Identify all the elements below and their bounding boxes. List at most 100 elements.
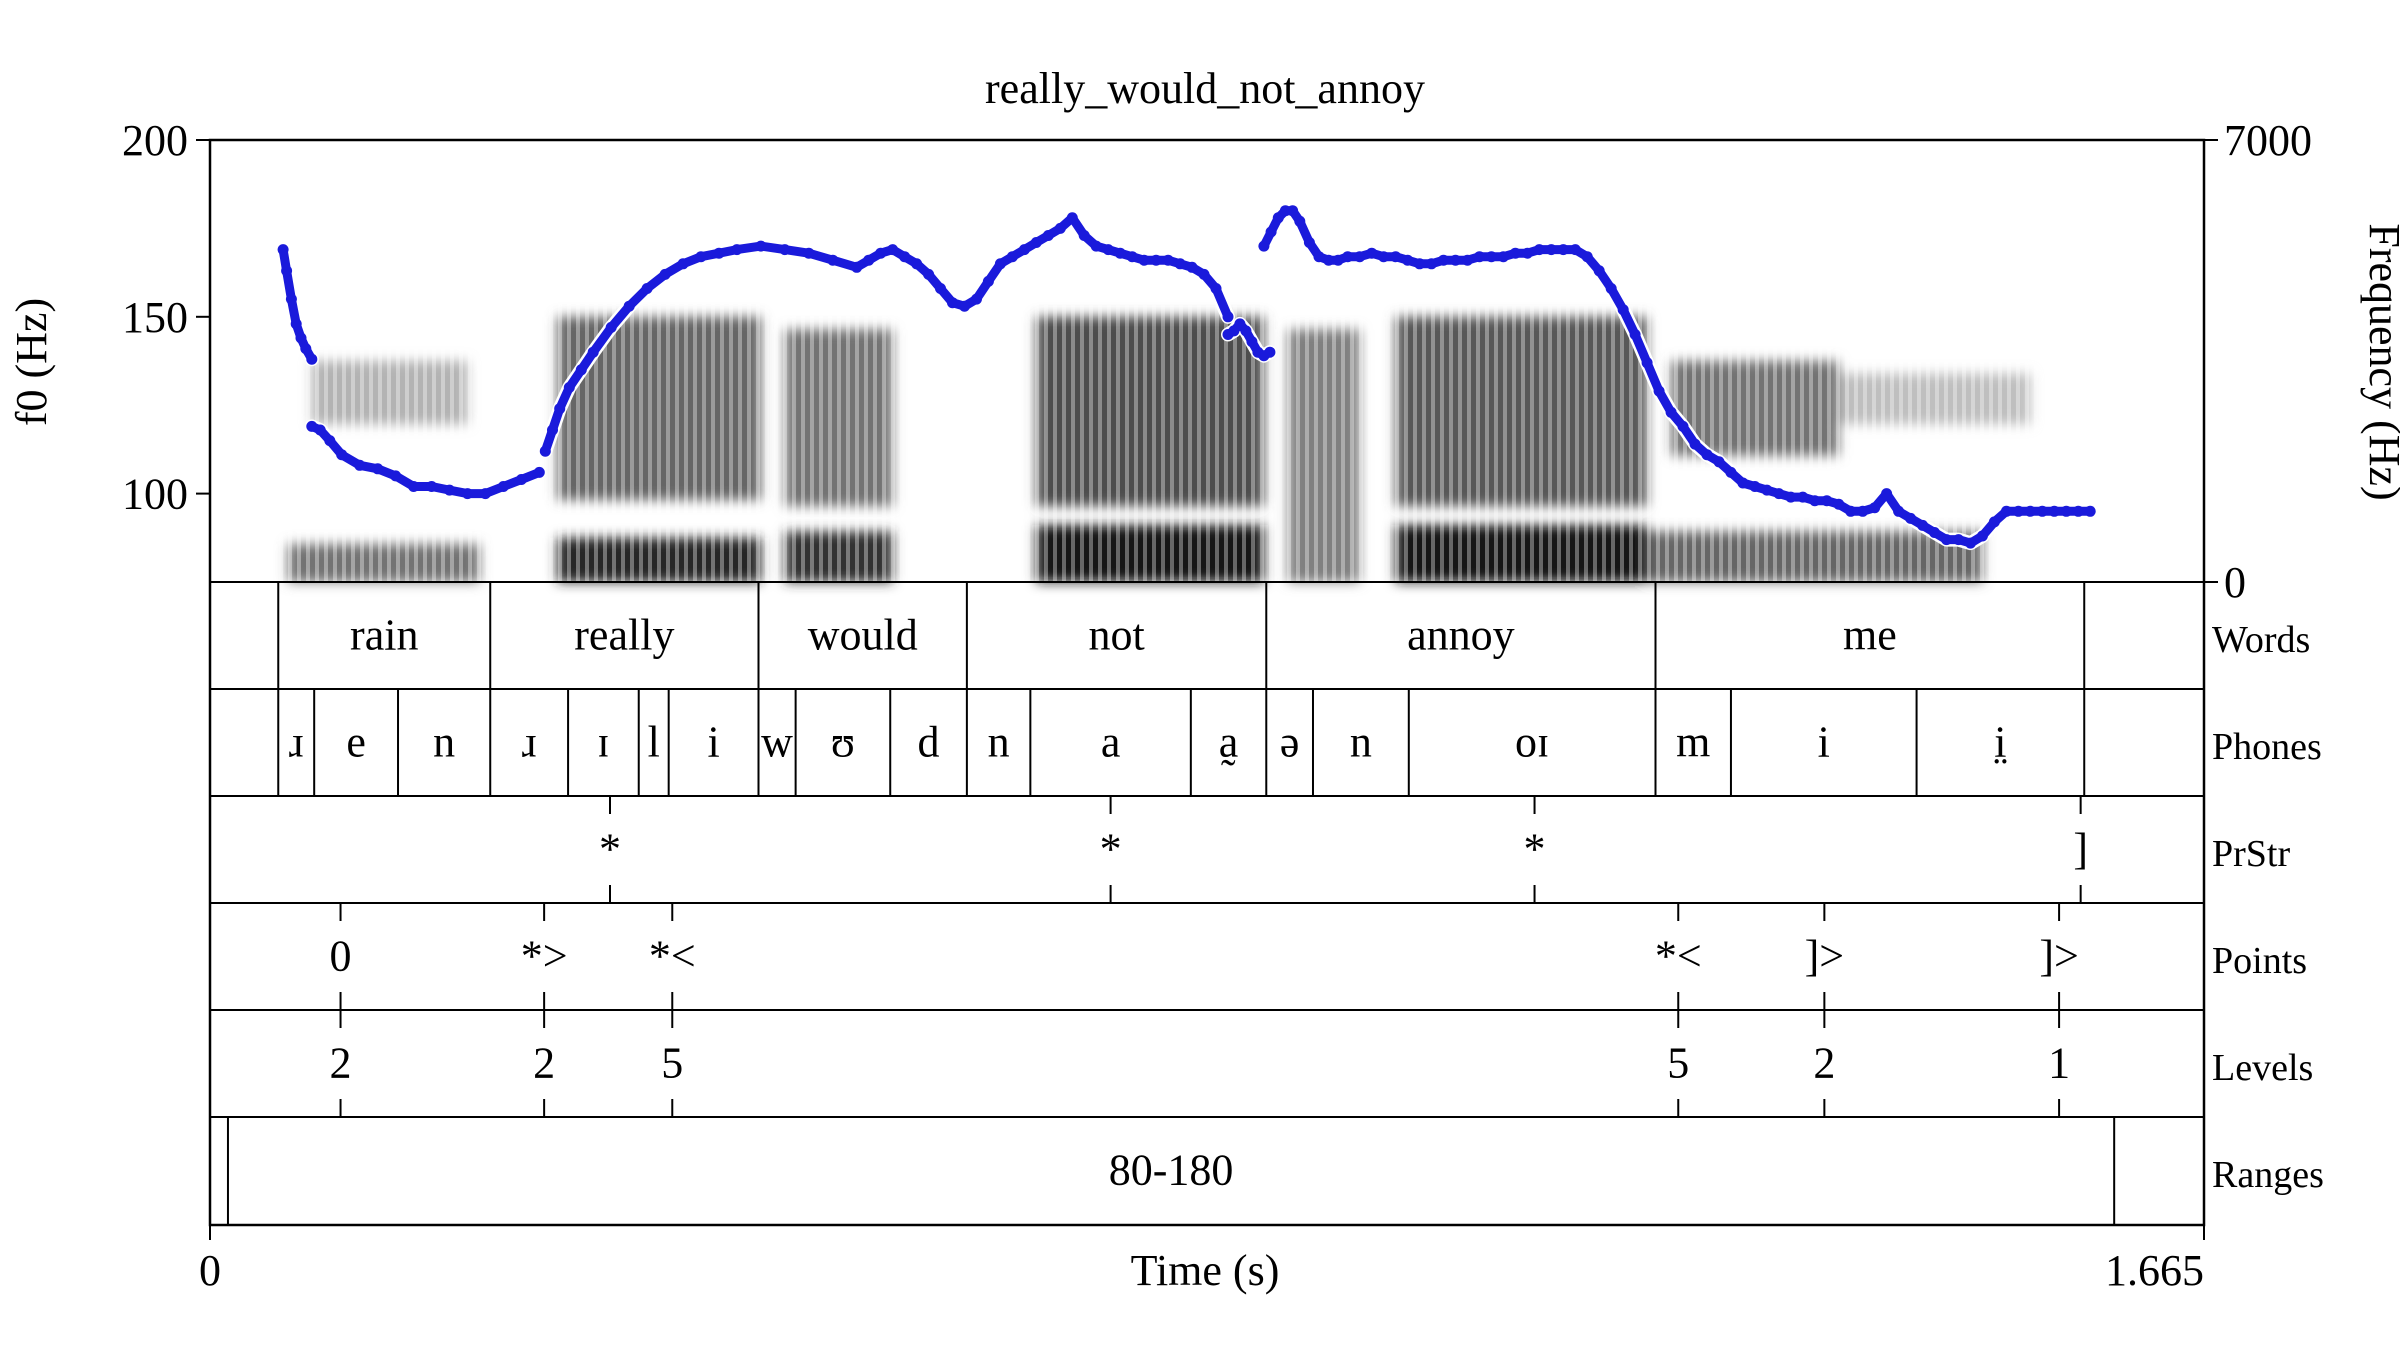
f0-point	[1078, 230, 1090, 241]
f0-point	[1222, 311, 1234, 323]
f0-point	[497, 481, 509, 492]
f0-point	[285, 293, 297, 305]
f0-point	[277, 244, 289, 256]
f0-point	[1569, 244, 1581, 256]
f0-point	[408, 481, 420, 492]
f0-point	[1054, 222, 1066, 234]
f0-point	[1988, 516, 2000, 528]
left-axis-label: f0 (Hz)	[7, 298, 56, 426]
f0-point	[1881, 488, 1893, 500]
f0-point	[1210, 283, 1222, 294]
x-tick-label-start: 0	[199, 1246, 221, 1295]
f0-point	[426, 481, 438, 492]
tier-name: Words	[2212, 619, 2310, 661]
f0-point	[539, 445, 551, 457]
f0-point	[1162, 254, 1174, 266]
tier-interval-label: a̰	[1219, 718, 1239, 767]
f0-point	[2060, 505, 2072, 517]
f0-point	[1426, 258, 1437, 270]
tier-point-label: *	[1524, 825, 1546, 874]
f0-point	[623, 300, 635, 312]
tier-interval-label: ɹ	[289, 718, 304, 767]
f0-point	[1030, 237, 1042, 248]
f0-point	[2048, 505, 2060, 517]
f0-point	[1198, 268, 1210, 280]
f0-point	[1593, 265, 1605, 277]
f0-point	[1737, 477, 1749, 489]
tier-point-label: ]	[2073, 825, 2088, 874]
tier-name: PrStr	[2212, 833, 2290, 875]
f0-point	[324, 435, 336, 447]
f0-point	[1042, 230, 1054, 241]
left-tick-label: 150	[122, 293, 188, 342]
f0-point	[1114, 247, 1126, 259]
f0-point	[1414, 258, 1426, 270]
f0-point	[1713, 456, 1725, 468]
f0-point	[1665, 406, 1677, 418]
f0-point	[1126, 251, 1138, 263]
f0-point	[300, 343, 312, 355]
f0-point	[1581, 251, 1593, 263]
tier-point-label: 5	[661, 1039, 683, 1088]
f0-point	[1833, 498, 1845, 510]
f0-point	[1521, 247, 1533, 259]
tier-prstr: PrStr * * *]	[599, 796, 2290, 903]
tier-interval-label: ə	[1280, 718, 1300, 767]
f0-point	[1641, 357, 1653, 369]
f0-point	[1272, 212, 1284, 224]
f0-point	[336, 449, 348, 461]
f0-point	[911, 258, 923, 270]
tier-interval-label: me	[1843, 611, 1897, 660]
f0-point	[1258, 240, 1270, 252]
x-axis: 0 1.665 Time (s)	[199, 1225, 2205, 1295]
f0-point	[1917, 519, 1929, 531]
tier-point-label: *<	[1655, 932, 1702, 981]
f0-point	[695, 251, 707, 263]
f0-point	[605, 321, 617, 333]
left-axis: 100 150 200	[122, 116, 210, 519]
tier-interval-label: a	[1101, 718, 1121, 767]
f0-point	[1976, 530, 1988, 542]
f0-point	[306, 353, 318, 365]
f0-point	[1605, 283, 1617, 294]
tier-point-label: 1	[2048, 1039, 2070, 1088]
tier-point-label: 2	[1813, 1039, 1835, 1088]
tier-interval-label: w	[761, 718, 793, 767]
right-tick-label: 7000	[2224, 116, 2312, 165]
f0-point	[1497, 251, 1509, 263]
f0-point	[1246, 336, 1258, 348]
f0-point	[713, 247, 725, 259]
f0-point	[1677, 420, 1689, 432]
tier-points: Points 0 *> *< *<]>]>	[330, 903, 2307, 1010]
f0-point	[1905, 512, 1917, 524]
f0-point	[659, 268, 671, 280]
f0-point	[731, 244, 743, 256]
f0-point	[444, 484, 455, 496]
plot-frame	[208, 138, 2206, 1227]
f0-point	[1294, 215, 1306, 227]
tier-name: Levels	[2212, 1047, 2313, 1089]
f0-point	[1809, 495, 1821, 507]
f0-point	[1287, 205, 1299, 217]
f0-point	[1941, 534, 1952, 546]
f0-point	[1617, 304, 1629, 316]
tier-interval-label: ɪ	[597, 718, 609, 767]
f0-point	[1509, 247, 1521, 259]
f0-point	[563, 382, 575, 393]
f0-point	[887, 244, 899, 256]
right-axis-label: Frequency (Hz)	[2360, 223, 2400, 500]
f0-point	[1378, 251, 1390, 263]
f0-point	[1462, 254, 1473, 266]
f0-point	[803, 247, 815, 259]
f0-point	[1438, 254, 1449, 266]
f0-point	[1018, 244, 1030, 256]
tier-separators	[210, 688, 2204, 1118]
tier-point-label: 2	[533, 1039, 555, 1088]
f0-point	[1689, 438, 1701, 450]
f0-point	[1138, 254, 1150, 266]
f0-point	[1354, 251, 1366, 263]
f0-point	[1066, 212, 1078, 224]
tier-name: Phones	[2212, 726, 2322, 768]
